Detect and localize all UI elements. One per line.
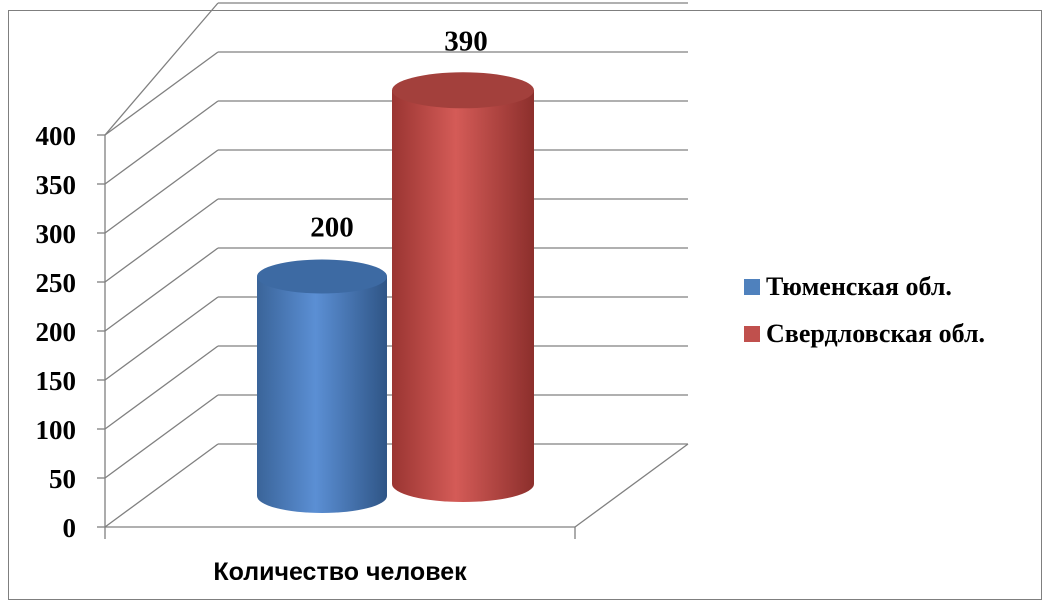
legend: Тюменская обл. Свердловская обл. <box>744 272 985 348</box>
floor-right-edge <box>574 443 689 528</box>
legend-swatch <box>744 279 760 295</box>
legend-swatch <box>744 326 760 342</box>
cylinder-body-tyumen <box>257 276 387 513</box>
cylinder-top-sverdlovsk <box>392 72 534 109</box>
y-tick-label: 50 <box>49 464 76 494</box>
legend-label: Свердловская обл. <box>766 319 985 348</box>
gridline-side <box>104 394 219 479</box>
y-tick-label: 150 <box>36 366 77 396</box>
data-label: 200 <box>310 212 354 244</box>
cylinder-body-sverdlovsk <box>392 90 534 503</box>
gridline-side <box>104 2 219 136</box>
data-labels: 200 390 <box>310 25 488 243</box>
data-label: 390 <box>444 25 488 57</box>
gridline-side <box>104 100 219 185</box>
cylinder-top-tyumen <box>257 259 387 294</box>
y-tick-label: 250 <box>36 268 77 298</box>
y-tick-label: 100 <box>36 415 77 445</box>
gridline-side <box>104 296 219 381</box>
gridline-side <box>104 149 219 234</box>
chart-bars <box>257 72 534 513</box>
gridline-side <box>104 345 219 430</box>
gridline-side <box>104 198 219 283</box>
gridline-side <box>104 247 219 332</box>
y-tick-label: 400 <box>36 121 77 151</box>
y-tick-label: 0 <box>63 513 77 543</box>
gridline-side <box>104 443 219 528</box>
legend-label: Тюменская обл. <box>766 272 952 301</box>
y-tick-label: 350 <box>36 170 77 200</box>
y-axis-ticks: 0 50 100 150 200 250 300 350 400 <box>36 121 77 543</box>
gridline-side <box>104 51 219 136</box>
x-axis-category-label: Количество человек <box>213 558 467 586</box>
y-tick-label: 300 <box>36 219 77 249</box>
y-tick-label: 200 <box>36 317 77 347</box>
